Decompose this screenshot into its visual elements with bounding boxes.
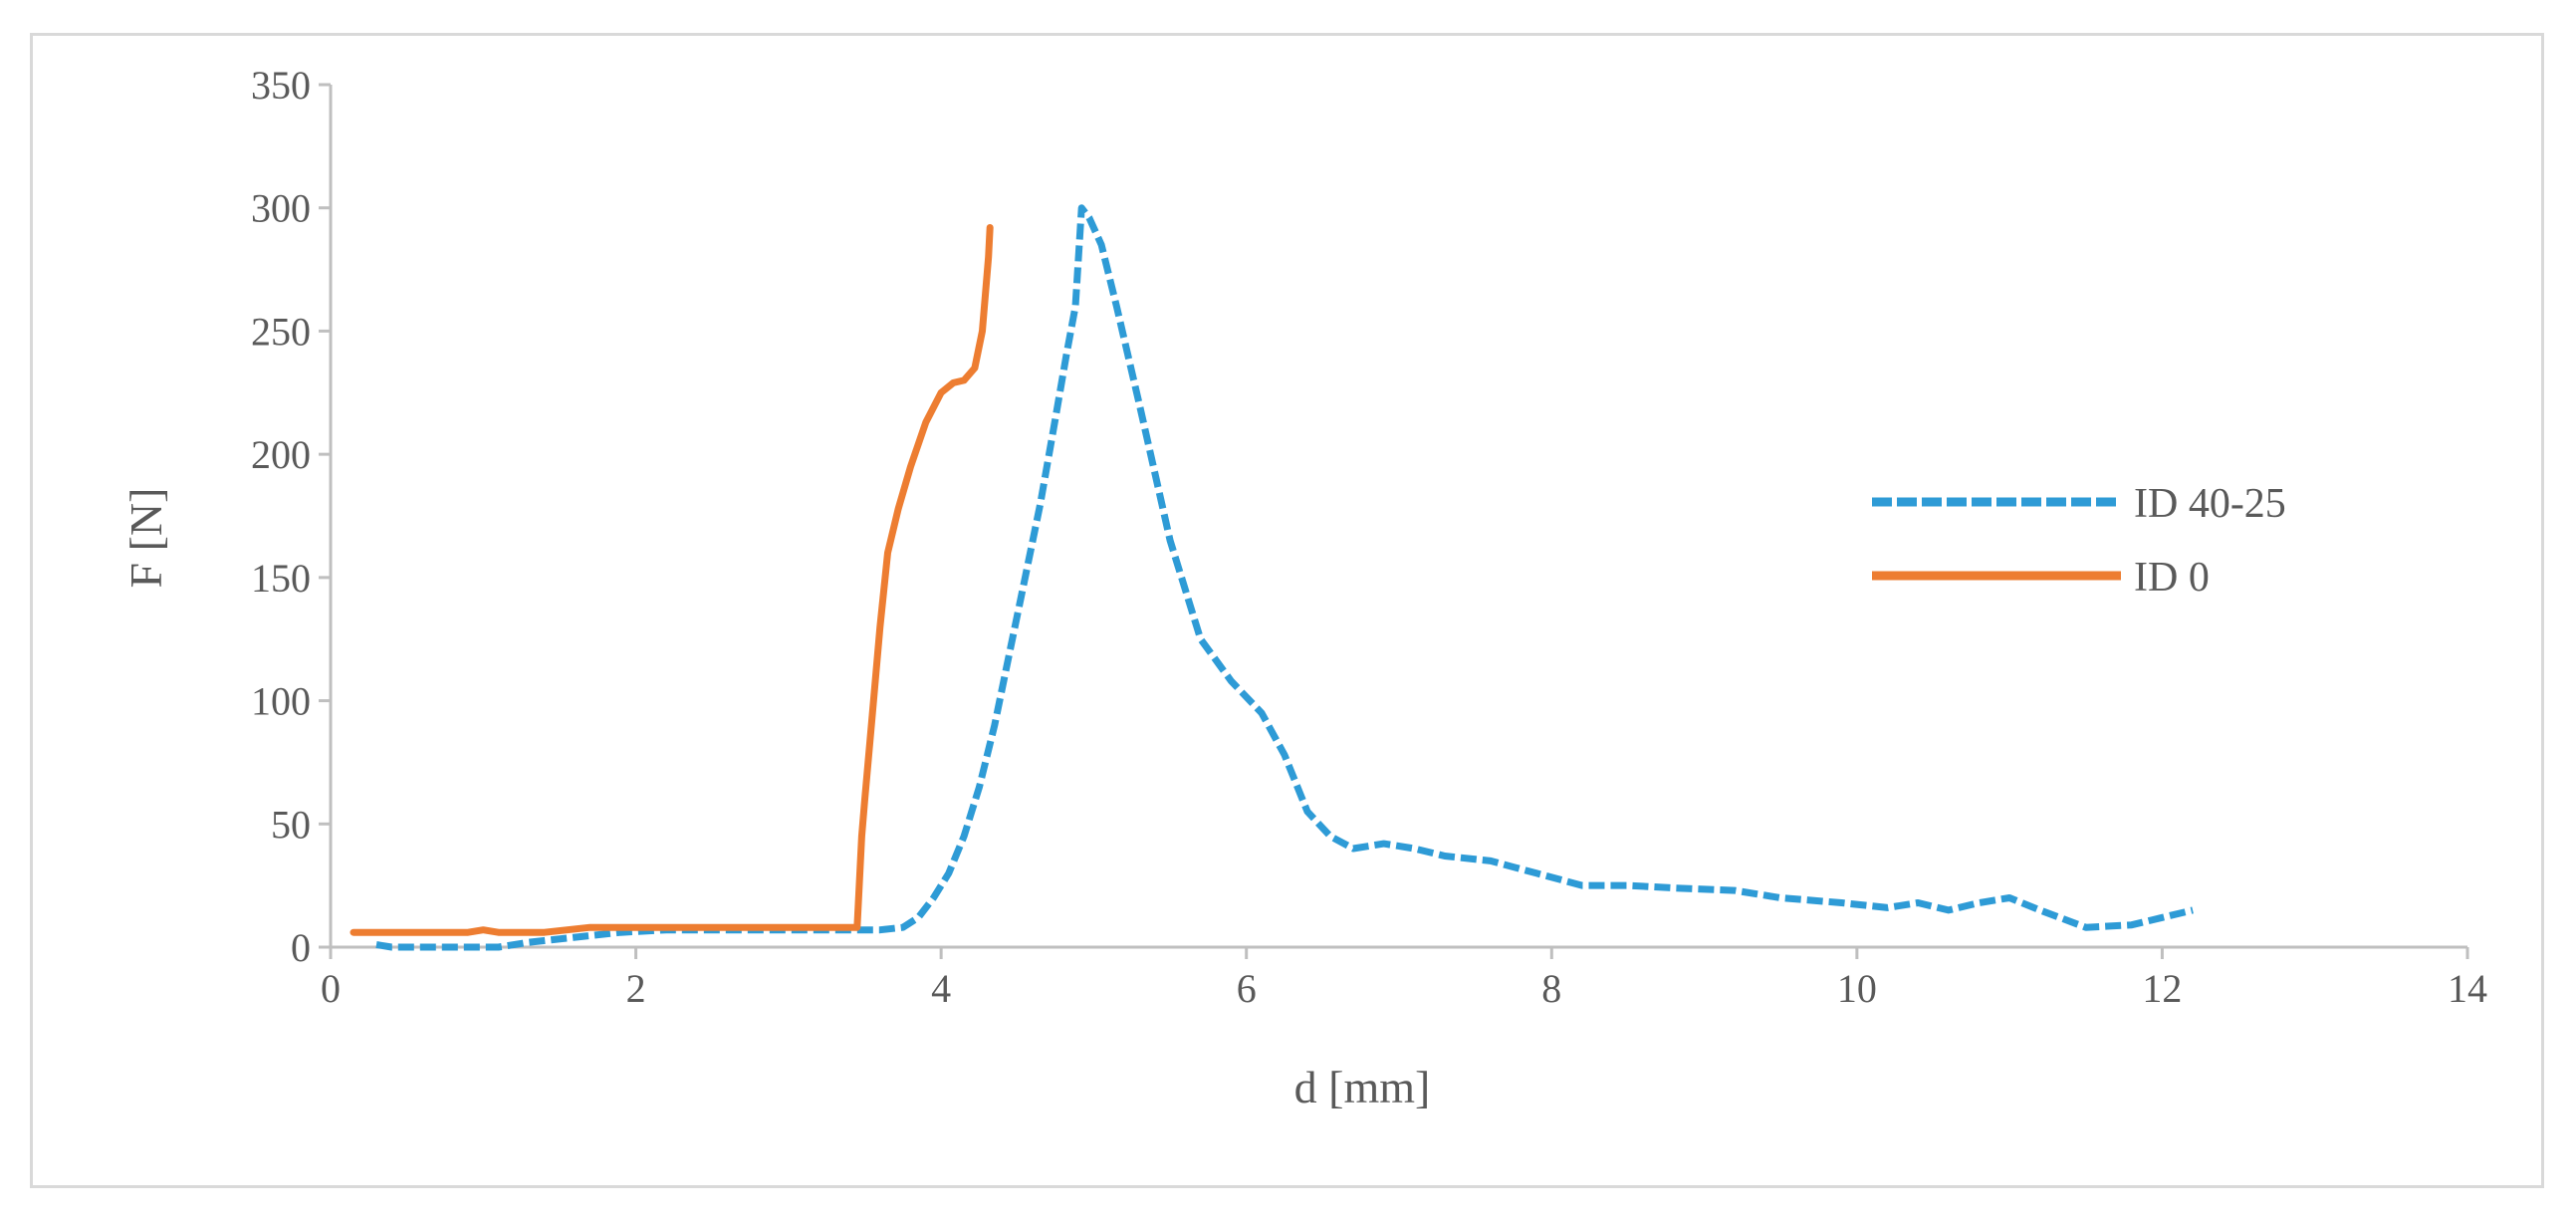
chart-frame (30, 33, 2544, 1188)
y-tick-label: 250 (251, 309, 311, 354)
y-tick-label: 200 (251, 432, 311, 477)
y-axis-title: F [N] (120, 488, 171, 589)
x-tick-label: 2 (626, 966, 646, 1011)
series-group (350, 204, 2194, 951)
x-tick-label: 6 (1237, 966, 1257, 1011)
x-tick-label: 14 (2448, 966, 2487, 1011)
legend-label-1: ID 40-25 (2134, 481, 2286, 527)
y-tick-labels: 0 50 100 150 200 250 300 350 (251, 63, 311, 970)
legend-label-2: ID 0 (2134, 555, 2210, 601)
x-tick-label: 12 (2142, 966, 2182, 1011)
x-tick-label: 8 (1541, 966, 1561, 1011)
x-tick-label: 10 (1837, 966, 1877, 1011)
series-line-2 (350, 224, 994, 936)
x-tick-labels: 0 2 4 6 8 10 12 14 (321, 966, 2487, 1011)
x-axis-title: d [mm] (1294, 1062, 1431, 1112)
x-tick-label: 4 (931, 966, 951, 1011)
y-tick-label: 0 (291, 925, 311, 970)
y-tick-label: 50 (271, 802, 311, 847)
y-tick-label: 300 (251, 186, 311, 231)
y-tick-label: 150 (251, 556, 311, 601)
legend: ID 40-25 ID 0 (1872, 481, 2286, 601)
y-tick-label: 100 (251, 679, 311, 724)
series-line-1 (375, 204, 2194, 951)
x-tick-label: 0 (321, 966, 341, 1011)
axes (319, 83, 2469, 959)
y-tick-label: 350 (251, 63, 311, 108)
